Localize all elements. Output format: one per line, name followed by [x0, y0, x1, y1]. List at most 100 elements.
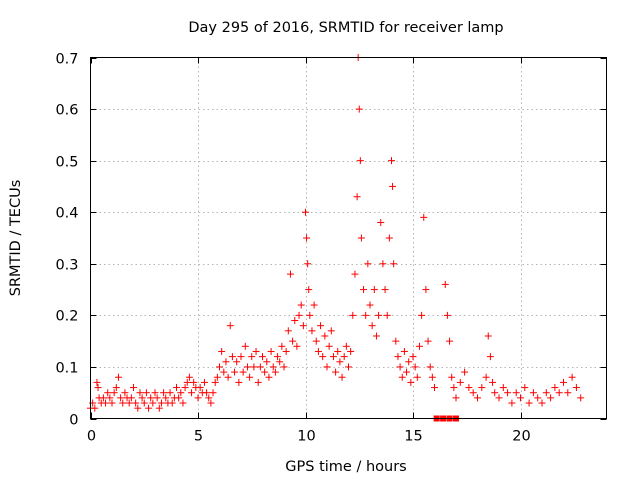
data-point — [226, 322, 234, 330]
data-point — [323, 363, 331, 371]
data-point — [261, 368, 269, 376]
data-point — [424, 337, 432, 345]
data-point — [303, 234, 311, 242]
data-point — [409, 353, 417, 361]
data-point — [329, 353, 337, 361]
data-point — [209, 389, 217, 397]
data-point — [469, 389, 477, 397]
data-point — [93, 378, 101, 386]
data-point — [377, 219, 385, 227]
data-point — [259, 353, 266, 361]
data-point — [127, 394, 135, 402]
data-point — [224, 373, 232, 381]
data-point — [538, 399, 546, 407]
data-point — [114, 373, 122, 381]
data-point — [383, 311, 391, 319]
data-point — [263, 358, 271, 366]
data-point — [512, 389, 520, 397]
data-point — [175, 394, 183, 402]
data-point — [568, 373, 576, 381]
data-point — [248, 353, 256, 361]
data-point — [345, 363, 352, 371]
data-point — [179, 399, 187, 407]
data-point — [203, 389, 211, 397]
data-point — [360, 286, 368, 294]
data-point — [405, 358, 413, 366]
data-point — [555, 389, 563, 397]
y-tick-label: 0.3 — [55, 258, 78, 274]
data-point — [211, 378, 219, 386]
data-point — [381, 286, 389, 294]
data-point — [299, 322, 307, 330]
data-point — [448, 373, 456, 381]
data-point — [231, 368, 239, 376]
data-point — [108, 399, 116, 407]
data-point — [564, 389, 572, 397]
data-point — [181, 384, 189, 392]
data-point — [243, 363, 251, 371]
data-point — [443, 311, 451, 319]
data-point — [332, 368, 340, 376]
data-point — [482, 373, 490, 381]
data-point — [293, 342, 301, 350]
data-point — [213, 373, 221, 381]
data-point — [398, 373, 406, 381]
data-point — [372, 332, 380, 340]
data-point — [151, 389, 159, 397]
data-point — [265, 373, 273, 381]
data-point — [342, 342, 350, 350]
data-point — [529, 389, 537, 397]
data-point — [147, 394, 155, 402]
data-point — [295, 311, 303, 319]
data-point — [284, 327, 292, 335]
data-point — [489, 378, 497, 386]
data-point — [508, 399, 516, 407]
data-point — [134, 404, 142, 412]
data-point — [91, 404, 99, 412]
data-point — [274, 353, 282, 361]
data-point — [291, 317, 299, 325]
data-point — [289, 337, 297, 345]
data-point — [235, 378, 243, 386]
data-point — [177, 389, 185, 397]
data-point — [450, 384, 458, 392]
data-point — [130, 384, 137, 392]
data-point — [142, 389, 150, 397]
data-point — [420, 213, 428, 221]
data-point — [392, 337, 400, 345]
x-tick-label: 10 — [297, 429, 315, 445]
data-point — [499, 384, 507, 392]
data-point — [353, 193, 361, 201]
data-point — [474, 394, 481, 402]
data-point — [188, 389, 196, 397]
data-point — [396, 363, 404, 371]
data-point — [400, 347, 408, 355]
y-tick-label: 0.7 — [55, 52, 78, 68]
data-point — [304, 260, 312, 268]
data-point — [276, 358, 284, 366]
data-point — [246, 373, 254, 381]
data-point — [321, 332, 329, 340]
data-point — [117, 394, 125, 402]
data-point — [239, 368, 247, 376]
data-point — [415, 342, 423, 350]
data-point — [390, 260, 398, 268]
data-point — [112, 384, 120, 392]
y-tick-label: 0.2 — [55, 309, 78, 325]
y-tick-label: 0.1 — [55, 361, 78, 377]
data-point — [517, 394, 524, 402]
plot-frame — [90, 57, 607, 419]
data-point — [411, 363, 419, 371]
data-point — [205, 394, 213, 402]
data-point — [157, 399, 165, 407]
data-point — [250, 363, 258, 371]
data-point — [312, 337, 320, 345]
data-point — [306, 311, 314, 319]
data-point — [428, 373, 436, 381]
data-point — [168, 399, 176, 407]
data-point — [155, 404, 163, 412]
data-point — [525, 399, 533, 407]
data-point — [140, 399, 148, 407]
data-point — [356, 157, 364, 165]
data-point — [560, 378, 567, 386]
